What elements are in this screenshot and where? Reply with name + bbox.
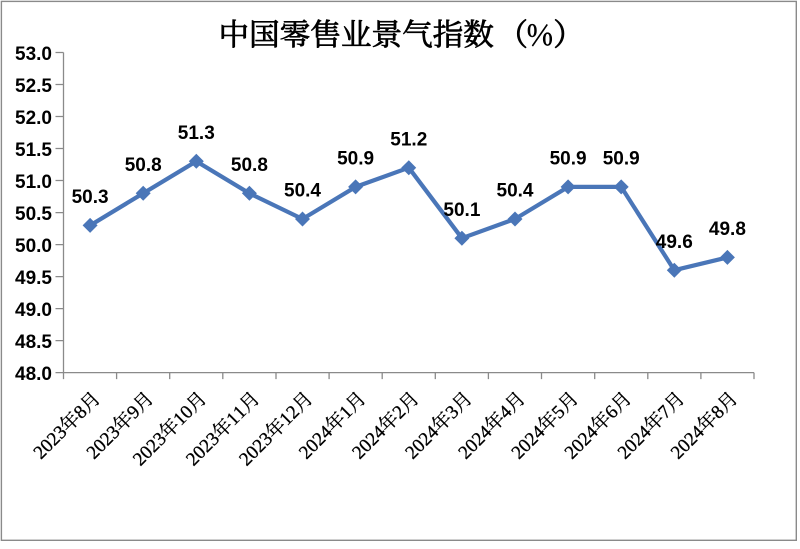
svg-text:50.9: 50.9 [550,149,587,170]
svg-text:51.5: 51.5 [15,140,52,161]
svg-text:50.4: 50.4 [284,181,321,202]
svg-text:51.2: 51.2 [390,129,427,150]
svg-text:52.0: 52.0 [15,108,52,129]
svg-text:52.5: 52.5 [15,76,52,97]
svg-text:51.0: 51.0 [15,172,52,193]
svg-text:48.0: 48.0 [15,364,52,385]
svg-text:48.5: 48.5 [15,332,52,353]
svg-text:51.3: 51.3 [178,123,215,144]
svg-text:49.0: 49.0 [15,300,52,321]
svg-text:50.9: 50.9 [337,149,374,170]
svg-text:50.9: 50.9 [603,149,640,170]
svg-text:50.8: 50.8 [231,155,268,176]
svg-text:53.0: 53.0 [15,44,52,65]
svg-text:50.5: 50.5 [15,204,52,225]
svg-text:50.1: 50.1 [443,200,480,221]
svg-text:50.4: 50.4 [497,181,534,202]
svg-text:50.8: 50.8 [125,155,162,176]
svg-text:50.0: 50.0 [15,236,52,257]
svg-text:49.5: 49.5 [15,268,52,289]
svg-text:49.6: 49.6 [656,232,693,253]
svg-text:49.8: 49.8 [709,219,746,240]
svg-text:50.3: 50.3 [72,187,109,208]
